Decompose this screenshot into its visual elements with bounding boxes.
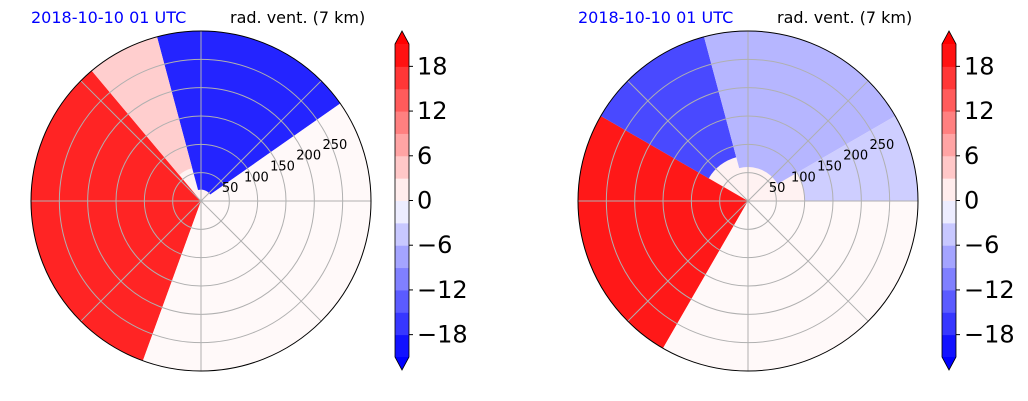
azimuth-spoke	[200, 80, 322, 202]
chart-panel-left: 2018-10-10 01 UTC rad. vent. (7 km) 50 10…	[30, 8, 468, 372]
colorbar-tick-label: −18	[964, 321, 1015, 349]
colorbar-band	[395, 334, 409, 358]
data-region-west-positive	[30, 70, 201, 361]
azimuth-spoke	[80, 200, 202, 322]
azimuth-spoke	[627, 80, 749, 202]
colorbar-band	[942, 88, 956, 112]
colorbar: 18 12 6 0 −6 −12 −18	[394, 30, 468, 371]
radial-tick-label: 100	[244, 170, 269, 185]
chart-panel-right: 2018-10-10 01 UTC rad. vent. (7 km) 50 10…	[547, 0, 1028, 401]
data-region-southeast-near-zero	[663, 201, 918, 371]
radial-tick-label: 50	[222, 181, 239, 196]
colorbar-tick-label: 6	[964, 142, 979, 170]
chart-variable-title: rad. vent. (7 km)	[777, 8, 913, 27]
data-region-north-negative	[157, 30, 341, 195]
colorbar-band	[942, 111, 956, 134]
data-region-southeast-near-zero	[142, 103, 371, 371]
colorbar-tick-label: −12	[417, 276, 468, 304]
data-region-northwest-negative	[600, 36, 737, 179]
colorbar-band	[942, 133, 956, 157]
colorbar-band	[942, 178, 956, 201]
colorbar-tick-label: −6	[417, 231, 452, 259]
colorbar-band	[395, 178, 409, 201]
colorbar: 18 12 6 0 −6 −12 −18	[941, 30, 1015, 371]
colorbar-band	[942, 312, 956, 336]
colorbar-tick-label: 18	[964, 52, 995, 80]
colorbar-band	[395, 133, 409, 157]
azimuth-spoke	[627, 200, 749, 322]
colorbar-tick-label: −6	[964, 231, 999, 259]
colorbar-band	[942, 245, 956, 269]
azimuth-spoke	[200, 200, 322, 322]
colorbar-band	[942, 200, 956, 224]
chart-variable-title: rad. vent. (7 km)	[230, 8, 366, 27]
data-region-west-positive	[578, 116, 748, 349]
chart-date-title: 2018-10-10 01 UTC	[31, 8, 187, 27]
radial-tick-label: 200	[843, 149, 868, 164]
colorbar-tick-label: −18	[417, 321, 468, 349]
data-region-north-weak-negative	[704, 31, 896, 184]
colorbar-band	[942, 222, 956, 246]
colorbar-band	[395, 155, 409, 179]
radial-tick-label: 250	[869, 138, 894, 153]
polar-grid	[578, 31, 918, 371]
radial-tick-label: 150	[817, 159, 842, 174]
colorbar-tick-label: 12	[417, 97, 448, 125]
plot-boundary	[577, 30, 919, 372]
colorbar-tick-label: 0	[417, 187, 432, 215]
colorbar-extend-max	[942, 31, 956, 44]
colorbar-band	[942, 334, 956, 358]
colorbar-band	[395, 245, 409, 269]
plot-boundary	[30, 30, 372, 372]
colorbar-band	[942, 44, 956, 67]
colorbar-tick-label: −12	[964, 276, 1015, 304]
polar-grid	[31, 31, 371, 371]
colorbar-band	[395, 289, 409, 313]
radial-tick-label: 150	[270, 159, 295, 174]
colorbar-tick-label: 18	[417, 52, 448, 80]
azimuth-spoke	[747, 200, 869, 322]
colorbar-band	[395, 312, 409, 336]
colorbar-outline	[941, 30, 957, 371]
colorbar-band	[395, 66, 409, 90]
radial-tick-label: 200	[296, 149, 321, 164]
colorbar-band	[395, 111, 409, 134]
colorbar-band	[395, 88, 409, 112]
colorbar-extend-max	[395, 31, 409, 44]
colorbar-band	[395, 222, 409, 246]
colorbar-band	[942, 289, 956, 313]
data-region-northwest-mixed	[91, 36, 193, 175]
colorbar-band	[395, 44, 409, 67]
radial-tick-label: 50	[769, 181, 786, 196]
colorbar-band	[942, 155, 956, 179]
colorbar-tick-label: 6	[417, 142, 432, 170]
radial-tick-label: 100	[791, 170, 816, 185]
colorbar-band	[942, 267, 956, 291]
colorbar-band	[395, 267, 409, 291]
colorbar-tick-label: 12	[964, 97, 995, 125]
azimuth-spoke	[80, 80, 202, 202]
radial-tick-label: 250	[322, 138, 347, 153]
colorbar-extend-min	[942, 357, 956, 370]
colorbar-extend-min	[395, 357, 409, 370]
azimuth-spoke	[747, 80, 869, 202]
colorbar-band	[942, 66, 956, 90]
colorbar-outline	[394, 30, 410, 371]
colorbar-band	[395, 200, 409, 224]
colorbar-tick-label: 0	[964, 187, 979, 215]
chart-date-title: 2018-10-10 01 UTC	[578, 8, 734, 27]
